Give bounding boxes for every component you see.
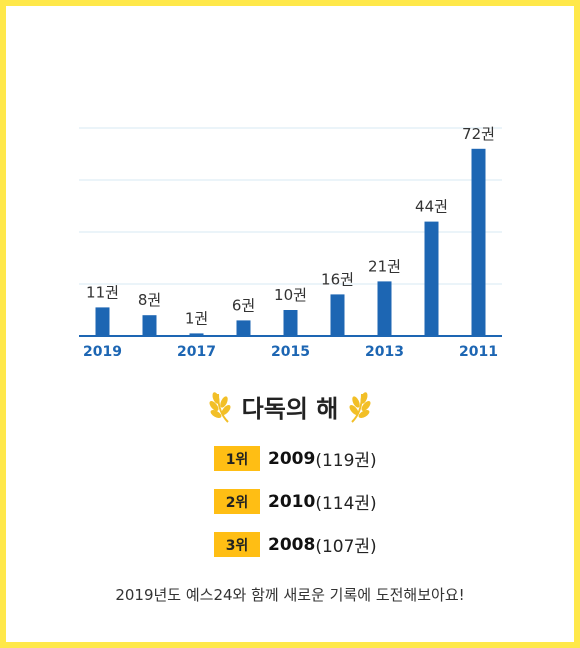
ranking-row: 1위 2009 (119권) bbox=[214, 446, 377, 471]
bar-2019 bbox=[95, 307, 110, 336]
bar-2011 bbox=[471, 148, 486, 336]
ranking-row: 2위 2010 (114권) bbox=[214, 489, 377, 514]
bar-2015 bbox=[283, 310, 298, 336]
rank-badge: 1위 bbox=[214, 446, 260, 471]
section-title: 다독의 해 bbox=[241, 394, 339, 423]
rank-count: (119권) bbox=[315, 451, 377, 471]
bar-2013 bbox=[377, 281, 392, 336]
rank-year: 2009 bbox=[268, 448, 316, 469]
rank-badge: 3위 bbox=[214, 532, 260, 557]
title-row: 다독의 해 bbox=[6, 388, 574, 424]
footer-message: 2019년도 예스24와 함께 새로운 기록에 도전해보아요! bbox=[115, 586, 465, 604]
data-label-2015: 10권 bbox=[274, 286, 307, 304]
ranking-row: 3위 2008 (107권) bbox=[214, 532, 377, 557]
x-tick-labels: 2019 2017 2015 2013 2011 bbox=[83, 344, 498, 360]
bar-2014 bbox=[330, 294, 345, 336]
data-label-2018: 8권 bbox=[138, 291, 161, 309]
tick-label-2013: 2013 bbox=[365, 344, 404, 360]
data-label-2019: 11권 bbox=[86, 283, 119, 301]
bar-2016 bbox=[236, 320, 251, 336]
rank-count: (114권) bbox=[315, 494, 377, 514]
tick-label-2019: 2019 bbox=[83, 344, 122, 360]
ranking-list: 1위 2009 (119권) 2위 2010 (114권) 3위 2008 (1… bbox=[214, 446, 377, 557]
data-label-2016: 6권 bbox=[232, 296, 255, 314]
bar-labels: 11권 8권 1권 6권 10권 16권 21권 44권 72권 bbox=[86, 125, 495, 328]
bar-2017 bbox=[189, 333, 204, 336]
tick-label-2015: 2015 bbox=[271, 344, 310, 360]
rank-year: 2008 bbox=[268, 534, 316, 555]
tick-label-2017: 2017 bbox=[177, 344, 216, 360]
data-label-2014: 16권 bbox=[321, 270, 354, 288]
data-label-2012: 44권 bbox=[415, 198, 448, 216]
data-label-2017: 1권 bbox=[185, 309, 208, 327]
rank-count: (107권) bbox=[315, 537, 377, 557]
bars bbox=[95, 148, 486, 336]
rank-badge: 2위 bbox=[214, 489, 260, 514]
wheat-laurel-icon bbox=[209, 392, 231, 423]
tick-label-2011: 2011 bbox=[459, 344, 498, 360]
data-label-2011: 72권 bbox=[462, 125, 495, 143]
data-label-2013: 21권 bbox=[368, 257, 401, 275]
rank-year: 2010 bbox=[268, 491, 316, 512]
wheat-laurel-icon bbox=[349, 392, 371, 423]
bar-2018 bbox=[142, 315, 157, 336]
bar-2012 bbox=[424, 221, 439, 336]
